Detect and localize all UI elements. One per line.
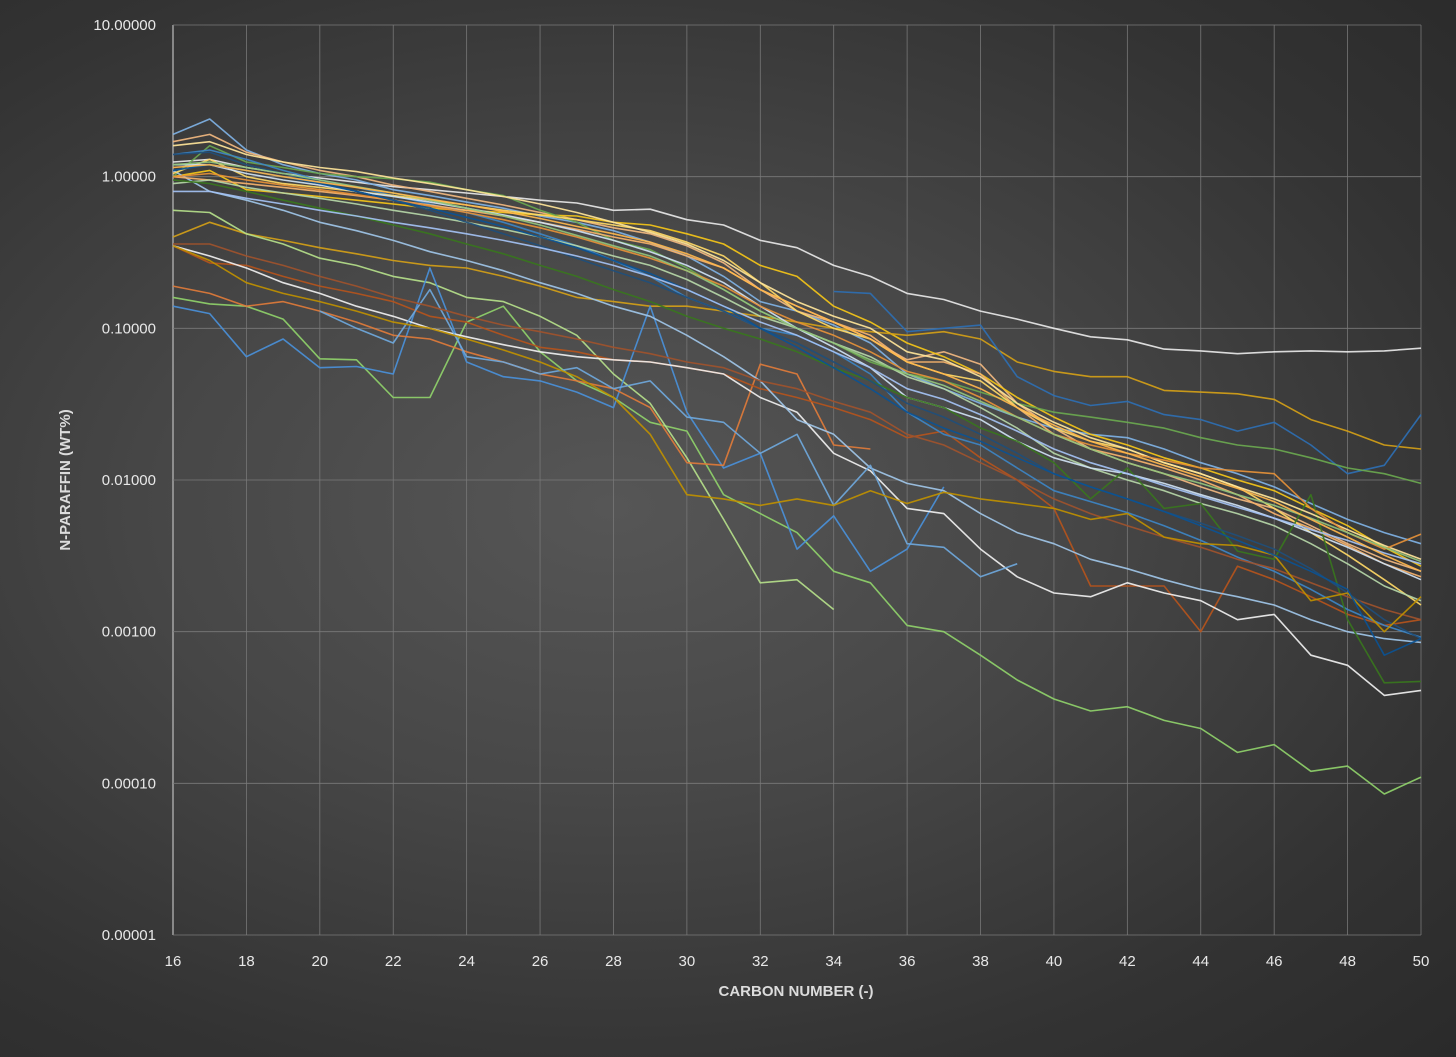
y-tick-label: 0.00001 bbox=[102, 927, 156, 944]
series-line-12 bbox=[172, 245, 1422, 697]
series-line-16 bbox=[172, 175, 1422, 578]
series-line-23 bbox=[172, 140, 1422, 561]
series-line-29 bbox=[173, 190, 1422, 565]
x-tick-label: 42 bbox=[1119, 953, 1136, 970]
series-lines bbox=[172, 118, 1422, 795]
series-line-6 bbox=[172, 296, 1422, 795]
y-tick-label: 0.01000 bbox=[102, 472, 156, 489]
y-tick-label: 0.10000 bbox=[102, 320, 156, 337]
series-line-28 bbox=[172, 161, 1422, 563]
y-axis-title: N-PARAFFIN (WT%) bbox=[57, 409, 74, 550]
gridlines bbox=[172, 24, 1422, 936]
series-line-27 bbox=[172, 163, 1422, 657]
series-line-18 bbox=[172, 179, 1422, 602]
x-tick-label: 48 bbox=[1339, 953, 1356, 970]
x-tick-label: 34 bbox=[825, 953, 842, 970]
x-tick-label: 36 bbox=[899, 953, 916, 970]
series-line-20 bbox=[173, 163, 1422, 581]
x-tick-label: 20 bbox=[311, 953, 328, 970]
series-line-25 bbox=[172, 245, 1422, 633]
series-line-11 bbox=[172, 245, 1422, 633]
series-line-4 bbox=[172, 169, 1422, 567]
x-tick-label: 38 bbox=[972, 953, 989, 970]
x-tick-label: 16 bbox=[165, 953, 182, 970]
series-line-9 bbox=[833, 290, 1422, 475]
x-tick-label: 24 bbox=[458, 953, 475, 970]
series-line-19 bbox=[319, 288, 1018, 578]
y-tick-label: 1.00000 bbox=[102, 169, 156, 186]
y-tick-label: 0.00100 bbox=[102, 624, 156, 641]
x-tick-label: 26 bbox=[532, 953, 549, 970]
x-tick-label: 44 bbox=[1192, 953, 1209, 970]
x-tick-label: 30 bbox=[679, 953, 696, 970]
x-tick-label: 46 bbox=[1266, 953, 1283, 970]
series-line-8 bbox=[172, 267, 945, 573]
x-axis-tick-labels: 16 18 20 22 24 26 28 30 32 34 36 38 40 42 44 46 48 50 bbox=[165, 953, 1430, 970]
x-tick-label: 18 bbox=[238, 953, 255, 970]
series-line-14 bbox=[172, 169, 1422, 644]
series-line-7 bbox=[172, 209, 835, 611]
x-tick-label: 50 bbox=[1413, 953, 1430, 970]
x-tick-label: 40 bbox=[1046, 953, 1063, 970]
x-axis-title: CARBON NUMBER (-) bbox=[719, 983, 874, 1000]
series-line-30 bbox=[172, 163, 1422, 573]
series-line-1 bbox=[172, 158, 1422, 355]
x-tick-label: 22 bbox=[385, 953, 402, 970]
series-line-22 bbox=[173, 243, 1422, 621]
y-axis-tick-labels: 10.00000 1.00000 0.10000 0.01000 0.00100 0.00… bbox=[93, 17, 156, 944]
x-tick-label: 28 bbox=[605, 953, 622, 970]
y-tick-label: 0.00010 bbox=[102, 775, 156, 792]
series-line-26 bbox=[172, 172, 1422, 550]
series-line-24 bbox=[172, 151, 1422, 640]
series-line-21 bbox=[172, 179, 1422, 684]
x-tick-label: 32 bbox=[752, 953, 769, 970]
y-tick-label: 10.00000 bbox=[93, 17, 156, 34]
